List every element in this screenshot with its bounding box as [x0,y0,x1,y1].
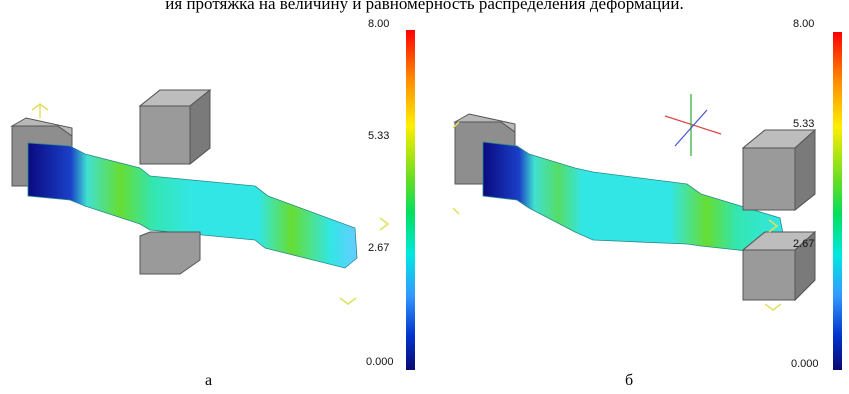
axis-z-icon [674,109,708,147]
forging-scene-b [452,94,817,311]
scale-max-a: 8.00 [368,18,390,30]
scale-upper-b: 5.33 [793,118,815,130]
axis-marker-icon [31,103,49,118]
scale-upper-a: 5.33 [368,130,390,142]
scale-lower-b: 2.67 [793,238,815,250]
scale-lower-a: 2.67 [368,242,390,254]
billet-b [482,141,786,255]
forging-scene-a [10,88,390,305]
billet-a [27,142,358,269]
scale-max-b: 8.00 [793,18,815,30]
lower-die-a [139,231,201,275]
subfigure-label-b: б [625,372,634,389]
figure-caption-top: ия протяжка на величину и равномерность … [165,0,684,13]
panel-a: 8.00 5.33 2.67 0.000 [0,18,424,370]
scale-min-a: 0.000 [366,356,394,368]
scale-min-b: 0.000 [791,358,819,370]
panel-b: 8.00 5.33 2.67 0.000 [425,18,849,370]
color-scale-b [833,32,842,370]
color-scale-a [406,30,415,370]
subfigure-label-a: а [205,372,213,389]
